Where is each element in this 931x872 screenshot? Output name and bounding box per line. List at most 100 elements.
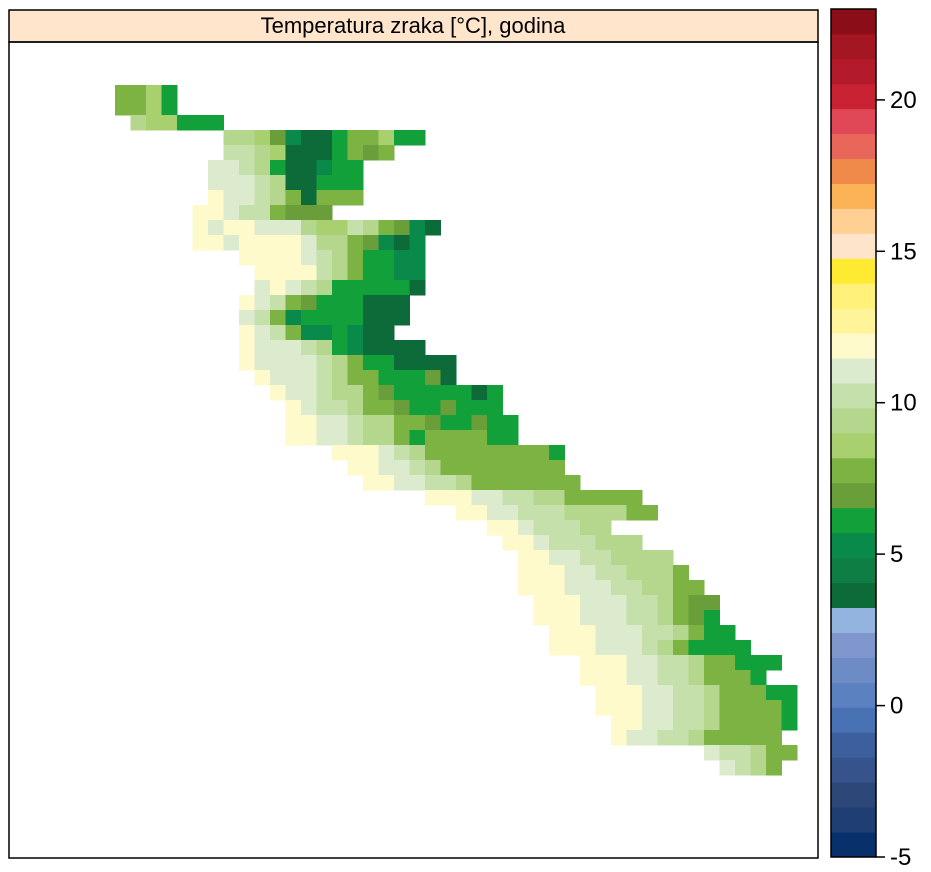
raster-cell <box>347 130 364 146</box>
raster-cell <box>440 415 457 431</box>
raster-cell <box>285 370 302 386</box>
raster-cell <box>332 220 349 236</box>
raster-cell <box>332 280 349 296</box>
raster-cell <box>456 430 473 446</box>
raster-cell <box>626 700 643 716</box>
raster-cell <box>363 385 380 401</box>
colorbar <box>830 8 877 858</box>
raster-cell <box>611 700 628 716</box>
raster-cell <box>239 190 256 206</box>
raster-cell <box>270 205 287 221</box>
raster-cell <box>301 310 318 326</box>
raster-cell <box>611 490 628 506</box>
raster-cell <box>394 370 411 386</box>
raster-cell <box>301 340 318 356</box>
raster-cell <box>766 655 783 671</box>
raster-cell <box>456 460 473 476</box>
raster-cell <box>425 460 442 476</box>
raster-cell <box>595 580 612 596</box>
raster-cell <box>642 580 659 596</box>
raster-cell <box>254 355 271 371</box>
raster-cell <box>378 235 395 251</box>
raster-cell <box>595 700 612 716</box>
raster-cell <box>363 130 380 146</box>
raster-cell <box>316 220 333 236</box>
raster-cell <box>347 415 364 431</box>
raster-cell <box>533 490 550 506</box>
raster-cell <box>611 550 628 566</box>
raster-cell <box>363 220 380 236</box>
colorbar-tick-label: 15 <box>890 238 917 265</box>
raster-cell <box>394 415 411 431</box>
raster-cell <box>626 490 643 506</box>
raster-cell <box>611 640 628 656</box>
raster-cell <box>316 175 333 191</box>
raster-cell <box>363 310 380 326</box>
raster-cell <box>394 340 411 356</box>
raster-cell <box>750 655 767 671</box>
raster-cell <box>270 370 287 386</box>
raster-cell <box>254 220 271 236</box>
raster-cell <box>254 325 271 341</box>
raster-cell <box>642 640 659 656</box>
raster-cell <box>657 595 674 611</box>
raster-cell <box>533 580 550 596</box>
raster-cell <box>254 280 271 296</box>
raster-cell <box>704 625 721 641</box>
raster-cell <box>735 700 752 716</box>
raster-cell <box>673 565 690 581</box>
raster-cell <box>130 115 147 131</box>
raster-cell <box>502 505 519 521</box>
colorbar-swatch <box>831 383 876 409</box>
raster-cell <box>316 340 333 356</box>
raster-cell <box>285 220 302 236</box>
raster-cell <box>673 700 690 716</box>
raster-cell <box>657 565 674 581</box>
raster-cell <box>347 385 364 401</box>
raster-cell <box>533 610 550 626</box>
raster-cell <box>766 700 783 716</box>
raster-cell <box>394 475 411 491</box>
raster-cell <box>347 370 364 386</box>
raster-cell <box>673 655 690 671</box>
raster-cell <box>781 700 798 716</box>
raster-cell <box>409 265 426 281</box>
raster-cell <box>580 595 597 611</box>
raster-cell <box>347 460 364 476</box>
raster-cell <box>673 715 690 731</box>
raster-cell <box>332 400 349 416</box>
raster-cell <box>549 520 566 536</box>
raster-cell <box>750 760 767 776</box>
raster-cell <box>502 415 519 431</box>
raster-cell <box>254 145 271 161</box>
raster-cell <box>378 415 395 431</box>
raster-cell <box>766 760 783 776</box>
raster-cell <box>518 475 535 491</box>
raster-cell <box>254 235 271 251</box>
raster-cell <box>673 670 690 686</box>
raster-cell <box>115 100 132 116</box>
raster-cell <box>239 295 256 311</box>
raster-cell <box>130 85 147 101</box>
raster-cell <box>456 505 473 521</box>
raster-cell <box>735 760 752 776</box>
raster-cell <box>781 715 798 731</box>
raster-cell <box>611 595 628 611</box>
raster-cell <box>270 340 287 356</box>
raster-cell <box>223 205 240 221</box>
raster-cell <box>301 190 318 206</box>
raster-cell <box>316 355 333 371</box>
raster-cell <box>332 190 349 206</box>
colorbar-swatch <box>831 582 876 608</box>
raster-cell <box>316 160 333 176</box>
raster-cell <box>704 610 721 626</box>
raster-cell <box>642 625 659 641</box>
raster-cell <box>766 715 783 731</box>
raster-cell <box>301 205 318 221</box>
raster-cell <box>440 490 457 506</box>
raster-cell <box>285 295 302 311</box>
raster-cell <box>332 130 349 146</box>
raster-cell <box>425 370 442 386</box>
raster-cell <box>471 490 488 506</box>
raster-cell <box>409 280 426 296</box>
